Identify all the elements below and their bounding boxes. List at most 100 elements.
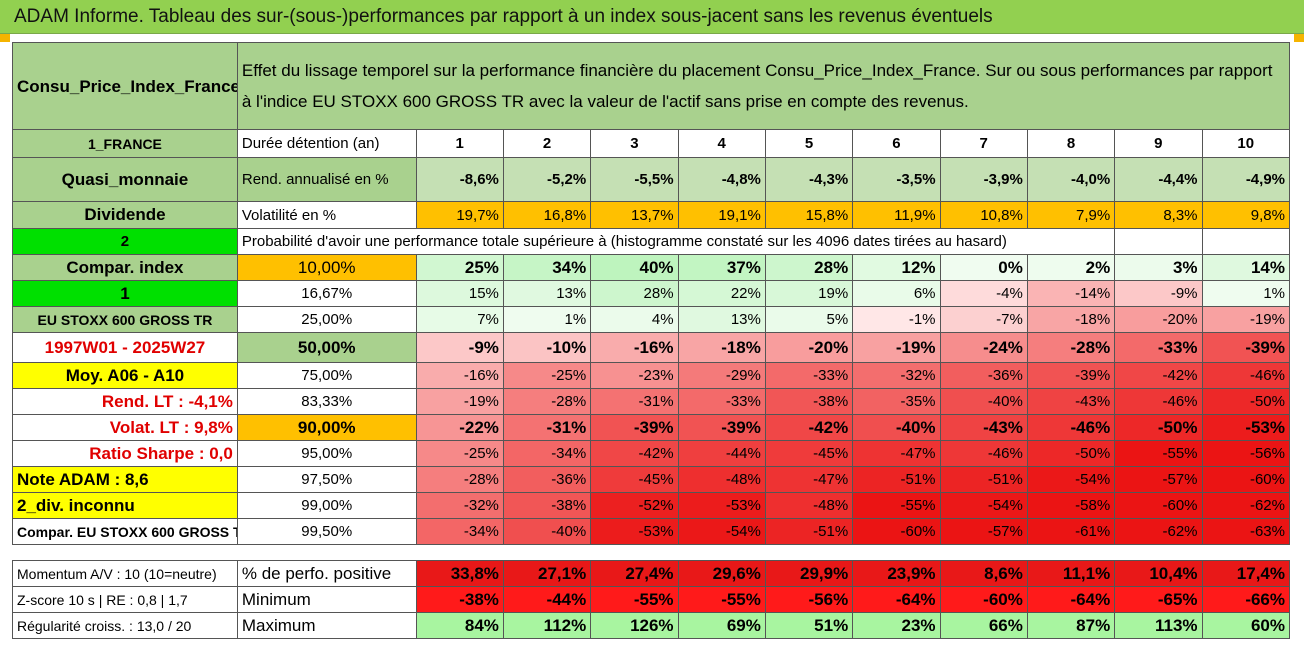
probability-cell: -33% [764,362,854,389]
probability-cell: -55% [852,492,941,519]
header-row: Consu_Price_Index_France Effet du lissag… [12,42,1291,130]
volatility-cell: 7,9% [1026,201,1116,229]
volatility-cell: 10,8% [939,201,1028,229]
bottom-minimum-cell: -55% [590,586,679,613]
year-cell: 5 [764,129,854,158]
probability-cell: -32% [415,492,504,519]
probability-cell: -51% [939,466,1028,493]
probability-cell: 40% [590,254,679,281]
probability-cell: -63% [1201,518,1291,545]
bottom-minimum-cell: -65% [1114,586,1203,613]
side-label-2: Quasi_monnaie [12,157,238,202]
percentile-cell: 83,33% [236,388,417,415]
percentile-cell: 75,00% [236,362,417,389]
holding-row: 1_FRANCE Durée détention (an) 1 2 3 4 5 6 7 8 9 10 [12,129,1291,158]
volatility-row: Dividende Volatilité en % 19,7% 16,8% 13,7% 1… [12,201,1291,229]
probability-cell: 28% [764,254,854,281]
probability-cell: -62% [1114,518,1203,545]
probability-cell: -24% [939,332,1028,363]
empty-cell [1114,228,1203,255]
return-cell: -5,2% [502,157,592,202]
bottom-maximum-cell: 51% [764,612,854,639]
bottom-positive-cell: 29,6% [677,560,766,587]
bottom-side-label: Momentum A/V : 10 (10=neutre) [12,560,238,587]
probability-cell: 34% [502,254,592,281]
volatility-cell: 19,1% [677,201,766,229]
probability-cell: -1% [852,306,941,333]
probability-cell: -47% [764,466,854,493]
bottom-positive-cell: 17,4% [1201,560,1291,587]
probability-row: Ratio Sharpe : 0,0 95,00% -25% -34% -42% -44%… [12,440,1291,467]
bottom-row-maximum: Régularité croiss. : 13,0 / 20 Maximum 84%… [12,612,1291,639]
side-label-11: Volat. LT : 9,8% [12,414,238,441]
probability-cell: -40% [852,414,941,441]
return-label: Rend. annualisé en % [236,157,417,202]
side-label-7: EU STOXX 600 GROSS TR [12,306,238,333]
bottom-row-name: Minimum [236,586,417,613]
percentile-cell: 90,00% [236,414,417,441]
year-cell: 6 [852,129,941,158]
probability-cell: 37% [677,254,766,281]
probability-cell: -39% [1201,332,1291,363]
probability-cell: 4% [590,306,679,333]
probability-row: 1 16,67% 15% 13% 28% 22% 19% 6% -4% -14% -9% 1% [12,280,1291,307]
bottom-minimum-cell: -64% [852,586,941,613]
probability-label: Probabilité d'avoir une performance tota… [236,228,1115,255]
probability-cell: -46% [939,440,1028,467]
side-label-6: 1 [12,280,238,307]
side-label-10: Rend. LT : -4,1% [12,388,238,415]
percentile-cell: 95,00% [236,440,417,467]
probability-cell: -39% [590,414,679,441]
probability-cell: -22% [415,414,504,441]
probability-cell: 0% [939,254,1028,281]
probability-cell: -34% [415,518,504,545]
probability-cell: -36% [502,466,592,493]
side-label-12: Ratio Sharpe : 0,0 [12,440,238,467]
probability-cell: -14% [1026,280,1116,307]
asset-name-cell: Consu_Price_Index_France [12,42,238,130]
probability-cell: -53% [1201,414,1291,441]
return-cell: -3,9% [939,157,1028,202]
separator-cell [1114,544,1203,561]
probability-cell: -19% [852,332,941,363]
probability-cell: -55% [1114,440,1203,467]
probability-cell: -54% [1026,466,1116,493]
percentile-cell: 99,00% [236,492,417,519]
volatility-label: Volatilité en % [236,201,417,229]
probability-cell: 1% [1201,280,1291,307]
side-label-9: Moy. A06 - A10 [12,362,238,389]
probability-cell: 19% [764,280,854,307]
probability-cell: -20% [764,332,854,363]
bottom-row-name: % de perfo. positive [236,560,417,587]
volatility-cell: 8,3% [1114,201,1203,229]
probability-cell: -23% [590,362,679,389]
probability-cell: 5% [764,306,854,333]
year-cell: 8 [1026,129,1116,158]
probability-cell: -40% [502,518,592,545]
probability-cell: -42% [1114,362,1203,389]
probability-cell: -54% [939,492,1028,519]
percentile-cell: 50,00% [236,332,417,363]
probability-row: Volat. LT : 9,8% 90,00% -22% -31% -39% -39% -4… [12,414,1291,441]
separator-cell [416,544,504,561]
bottom-maximum-cell: 69% [677,612,766,639]
side-label-13: Note ADAM : 8,6 [12,466,238,493]
bottom-row-positive: Momentum A/V : 10 (10=neutre)% de perfo.… [12,560,1291,587]
probability-cell: -31% [502,414,592,441]
probability-cell: 7% [415,306,504,333]
probability-cell: -31% [590,388,679,415]
probability-cell: -28% [1026,332,1116,363]
bottom-minimum-cell: -38% [415,586,504,613]
probability-cell: -20% [1114,306,1203,333]
probability-cell: -62% [1201,492,1291,519]
probability-cell: -19% [1201,306,1291,333]
probability-row: 1997W01 - 2025W27 50,00% -9% -10% -16% -18% -2… [12,332,1291,363]
performance-table: Consu_Price_Index_France Effet du lissag… [12,42,1291,639]
bottom-row-name: Maximum [236,612,417,639]
return-cell: -4,0% [1026,157,1116,202]
probability-cell: -9% [415,332,504,363]
side-label-4: 2 [12,228,238,255]
volatility-cell: 16,8% [502,201,592,229]
probability-cell: -48% [764,492,854,519]
report-table-frame: Consu_Price_Index_France Effet du lissag… [12,42,1291,648]
